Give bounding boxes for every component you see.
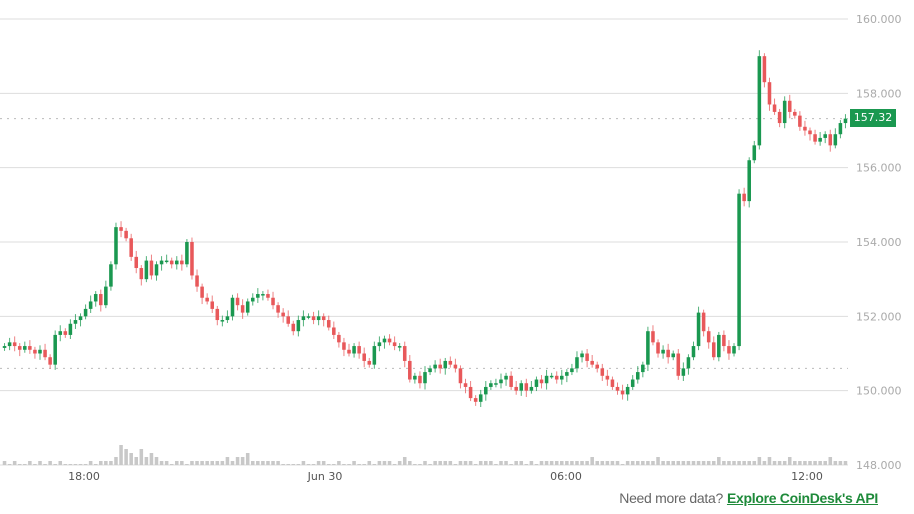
y-tick-label: 150.000 [856, 385, 902, 398]
y-tick-label: 156.000 [856, 162, 902, 175]
y-tick-label: 152.000 [856, 310, 902, 323]
x-tick-label: 18:00 [68, 470, 100, 483]
volume-bars [2, 445, 848, 465]
y-tick-label: 148.000 [856, 459, 902, 472]
candlesticks [2, 50, 848, 408]
x-tick-label: Jun 30 [307, 470, 343, 483]
y-tick-label: 158.000 [856, 87, 902, 100]
y-tick-label: 160.000 [856, 13, 902, 26]
current-price-tag: 157.32 [850, 109, 896, 127]
footer-prompt: Need more data? [619, 490, 723, 506]
footer: Need more data? Explore CoinDesk's API [619, 490, 878, 506]
x-axis: 18:00 Jun 30 06:00 12:00 [68, 470, 823, 483]
explore-api-link[interactable]: Explore CoinDesk's API [726, 490, 878, 506]
reference-lines [0, 118, 848, 369]
x-tick-label: 12:00 [791, 470, 823, 483]
y-tick-label: 154.000 [856, 236, 902, 249]
y-axis: 160.000 158.000 156.000 154.000 152.000 150.0… [856, 13, 902, 472]
grid-lines [0, 18, 848, 466]
x-tick-label: 06:00 [550, 470, 582, 483]
